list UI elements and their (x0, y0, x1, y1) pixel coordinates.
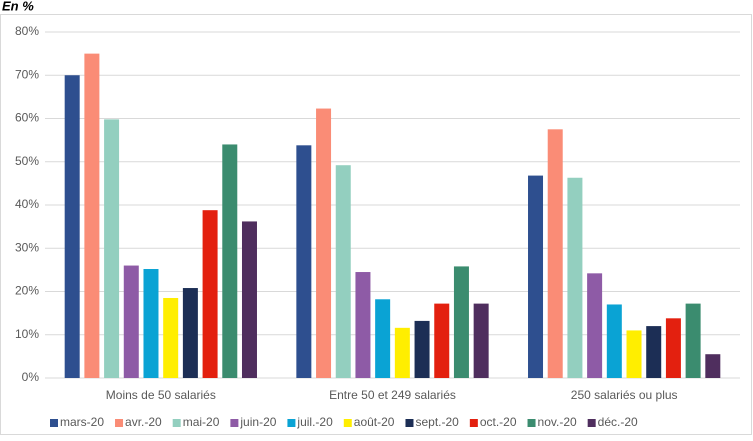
legend-label: juil.-20 (296, 415, 333, 429)
bar (665, 318, 681, 378)
legend-swatch (287, 419, 296, 427)
legend-swatch (469, 419, 478, 427)
legend-label: juin-20 (239, 415, 276, 429)
legend-swatch (230, 419, 239, 427)
bar (143, 269, 159, 378)
legend-label: oct.-20 (480, 415, 517, 429)
bar (64, 75, 80, 378)
bar (646, 326, 662, 378)
y-tick-label: 30% (15, 240, 39, 254)
y-tick-label: 40% (15, 197, 39, 211)
legend-label: août-20 (354, 415, 395, 429)
chart-border (0, 14, 752, 435)
legend-swatch (115, 419, 124, 427)
bar (626, 330, 642, 378)
x-tick-label: Moins de 50 salariés (106, 388, 216, 402)
legend-swatch (343, 419, 352, 427)
bar (355, 272, 371, 378)
bar (104, 119, 120, 379)
bar (453, 266, 469, 378)
chart-title: En % (2, 0, 34, 13)
legend-label: mai-20 (183, 415, 220, 429)
bar (528, 175, 544, 378)
bar (296, 145, 312, 378)
bar (434, 303, 450, 378)
bar (685, 303, 701, 378)
bar (202, 210, 218, 378)
bar (163, 297, 179, 378)
bar (316, 108, 332, 379)
bar (182, 288, 198, 378)
legend-swatch (405, 419, 414, 427)
bar (394, 327, 410, 378)
bar (222, 144, 238, 378)
legend-swatch (50, 419, 58, 427)
bar (547, 129, 563, 378)
legend-swatch (587, 419, 596, 427)
y-tick-label: 80% (15, 24, 39, 38)
x-tick-label: Entre 50 et 249 salariés (329, 388, 456, 402)
bar (375, 299, 391, 378)
legend-swatch (172, 419, 181, 427)
y-tick-label: 20% (15, 284, 39, 298)
legend-label: avr.-20 (125, 415, 162, 429)
y-tick-label: 60% (15, 111, 39, 125)
bar (705, 354, 721, 378)
bar (84, 53, 100, 378)
bar (123, 265, 139, 378)
bar (587, 273, 603, 378)
y-tick-label: 50% (15, 154, 39, 168)
bar (335, 165, 351, 378)
bar (473, 303, 489, 378)
y-tick-label: 70% (15, 67, 39, 81)
bar (241, 221, 257, 378)
legend-label: mars-20 (60, 415, 104, 429)
y-tick-label: 10% (15, 327, 39, 341)
bar (414, 320, 430, 378)
legend-label: sept.-20 (415, 415, 459, 429)
bar (567, 177, 583, 378)
legend-label: nov.-20 (538, 415, 577, 429)
bar (606, 304, 622, 378)
legend-swatch (527, 419, 536, 427)
y-tick-label: 0% (22, 370, 40, 384)
legend-label: déc.-20 (598, 415, 638, 429)
x-tick-label: 250 salariés ou plus (571, 388, 678, 402)
